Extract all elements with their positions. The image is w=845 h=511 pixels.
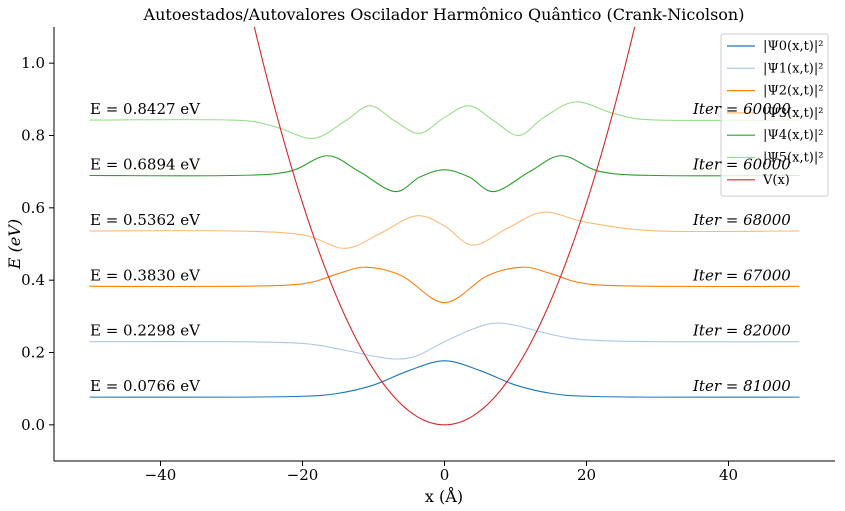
psi3-line — [89, 211, 800, 249]
psi5-line — [89, 101, 800, 139]
x-tick-label: 40 — [719, 466, 738, 484]
y-tick-label: 0.0 — [21, 416, 45, 434]
chart-title: Autoestados/Autovalores Oscilador Harmôn… — [143, 5, 745, 24]
iter-label-3: Iter = 68000 — [692, 211, 791, 229]
x-tick-label: 0 — [440, 466, 450, 484]
psi2-line — [89, 266, 800, 304]
legend-label-1: |Ψ1(x,t)|² — [763, 61, 823, 76]
energy-label-3: E = 0.5362 eV — [90, 211, 201, 229]
x-axis-label: x (Å) — [425, 486, 463, 506]
iter-label-5: Iter = 60000 — [692, 100, 791, 118]
iter-label-0: Iter = 81000 — [692, 377, 791, 395]
legend-label-2: |Ψ2(x,t)|² — [763, 84, 823, 99]
legend-label-4: |Ψ4(x,t)|² — [763, 128, 823, 143]
psi0-line — [89, 360, 800, 398]
x-tick-label: −20 — [287, 466, 319, 484]
iter-label-2: Iter = 67000 — [692, 266, 791, 284]
iter-label-4: Iter = 60000 — [692, 156, 791, 174]
y-tick-label: 1.0 — [21, 54, 45, 72]
psi1-line — [89, 322, 800, 360]
legend-box — [720, 33, 829, 197]
psi4-line — [89, 155, 800, 193]
x-tick-label: −40 — [145, 466, 177, 484]
energy-label-4: E = 0.6894 eV — [90, 156, 201, 174]
iter-label-1: Iter = 82000 — [692, 322, 791, 340]
legend-label-3: |Ψ3(x,t)|² — [763, 106, 823, 121]
legend-label-5: |Ψ5(x,t)|² — [763, 151, 823, 166]
y-tick-label: 0.8 — [21, 127, 45, 145]
potential-line — [253, 27, 636, 426]
y-tick-label: 0.6 — [21, 199, 45, 217]
x-tick-label: 20 — [577, 466, 596, 484]
energy-label-5: E = 0.8427 eV — [90, 100, 201, 118]
energy-label-0: E = 0.0766 eV — [90, 377, 201, 395]
axes: −40 −20 0 20 40 0.0 0.2 0.4 0.6 0.8 1.0 — [21, 27, 835, 484]
legend-label-6: V(x) — [762, 173, 790, 188]
legend: |Ψ0(x,t)|² |Ψ1(x,t)|² |Ψ2(x,t)|² |Ψ3(x,t)|²… — [720, 33, 829, 197]
y-tick-label: 0.2 — [21, 344, 45, 362]
plot-area — [89, 27, 800, 426]
energy-label-2: E = 0.3830 eV — [90, 266, 201, 284]
y-axis-label: E (eV) — [5, 219, 24, 270]
legend-label-0: |Ψ0(x,t)|² — [763, 39, 823, 54]
energy-label-1: E = 0.2298 eV — [90, 322, 201, 340]
y-tick-label: 0.4 — [21, 271, 45, 289]
